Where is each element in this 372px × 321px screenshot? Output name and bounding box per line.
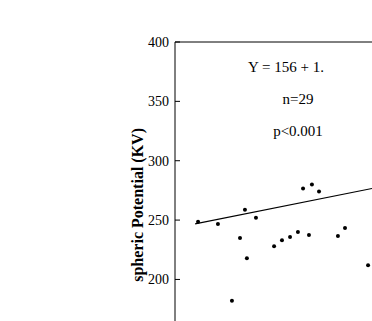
data-point: [243, 208, 247, 212]
data-point: [196, 220, 200, 224]
y-tick-label: 400: [148, 35, 169, 50]
data-point: [238, 236, 242, 240]
y-tick-label: 300: [148, 154, 169, 169]
data-point: [317, 190, 321, 194]
y-tick-label: 250: [148, 213, 169, 228]
data-point: [343, 226, 347, 230]
plot-frame-top: [175, 42, 372, 43]
data-point: [366, 263, 370, 267]
trend-line: [195, 189, 372, 224]
y-tick: [175, 101, 180, 102]
data-point: [336, 234, 340, 238]
y-axis-label: spheric Potential (KV): [129, 128, 147, 282]
y-tick-label: 350: [148, 94, 169, 109]
y-tick-label: 200: [148, 272, 169, 287]
y-tick: [175, 279, 180, 280]
data-point: [288, 235, 292, 239]
data-point: [296, 230, 300, 234]
annotation: p<0.001: [273, 123, 323, 139]
plot-area: [195, 182, 372, 302]
data-point: [254, 216, 258, 220]
chart-container: 200 250 300 350 400 spheric Potential (KV) Y =…: [0, 0, 372, 321]
y-tick: [175, 160, 180, 161]
annotation: Y = 156 + 1.: [248, 59, 324, 75]
data-point: [245, 256, 249, 260]
data-point: [216, 222, 220, 226]
data-point: [272, 244, 276, 248]
data-point: [307, 233, 311, 237]
annotation: n=29: [283, 91, 314, 107]
chart-svg: 200 250 300 350 400 spheric Potential (KV) Y =…: [0, 0, 372, 321]
y-tick: [175, 42, 180, 43]
y-tick: [175, 220, 180, 221]
data-point: [230, 299, 234, 303]
data-point: [301, 187, 305, 191]
data-point: [280, 238, 284, 242]
data-point: [310, 182, 314, 186]
